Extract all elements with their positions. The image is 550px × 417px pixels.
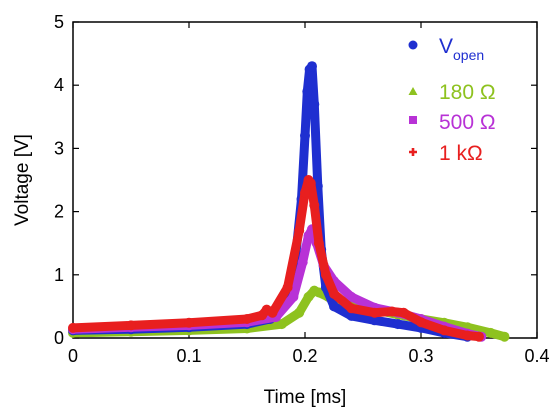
y-tick-label: 5 (54, 12, 64, 32)
series-circle (68, 61, 473, 342)
data-point (294, 225, 305, 236)
y-tick-label: 2 (54, 202, 64, 222)
data-point (307, 61, 317, 72)
data-point (387, 306, 397, 317)
legend-label: Vopen (439, 35, 484, 63)
data-point (346, 310, 357, 321)
series-trace (68, 61, 472, 342)
series-plus (68, 175, 484, 342)
data-point (346, 291, 357, 302)
axis-ticks (72, 21, 538, 339)
legend-marker (409, 116, 417, 124)
y-tick-label: 4 (54, 75, 64, 95)
data-point (369, 315, 380, 326)
data-point (474, 331, 484, 342)
data-point (320, 269, 331, 280)
data-point (416, 317, 426, 328)
data-point (346, 303, 357, 314)
y-tick-label: 3 (54, 138, 64, 158)
data-point (329, 288, 339, 299)
data-point (294, 307, 305, 318)
data-point (302, 86, 313, 97)
data-point (184, 317, 194, 328)
data-point (313, 238, 324, 249)
data-point (282, 282, 293, 293)
x-axis-title: Time [ms] (264, 387, 347, 408)
x-tick-label: 0.1 (176, 346, 201, 366)
data-point (369, 307, 380, 318)
data-point (288, 291, 299, 302)
data-point (462, 330, 473, 341)
series-layer (68, 61, 510, 342)
data-point (267, 307, 278, 318)
data-point (439, 325, 450, 336)
legend-label: 1 kΩ (439, 142, 483, 165)
data-point (309, 99, 320, 110)
data-point (398, 307, 409, 318)
data-point (300, 130, 310, 141)
x-tick-label: 0.4 (524, 346, 549, 366)
data-point (499, 331, 510, 342)
data-point (329, 301, 339, 312)
data-point (309, 200, 320, 211)
legend-marker (409, 148, 417, 156)
y-axis-title: Voltage [V] (12, 134, 33, 226)
x-tick-label: 0.2 (292, 346, 317, 366)
data-point (68, 322, 78, 333)
data-point (242, 314, 252, 324)
y-tick-label: 1 (54, 265, 64, 285)
data-point (276, 319, 287, 330)
data-point (297, 257, 308, 268)
data-point (392, 319, 403, 330)
x-tick-label: 0.3 (408, 346, 433, 366)
data-point (313, 287, 324, 298)
x-tick-label: 0 (68, 346, 78, 366)
data-point (485, 327, 496, 338)
legend-label: 180 Ω (439, 81, 496, 104)
data-point (305, 178, 316, 189)
legend: Vopen 180 Ω 500 Ω 1 kΩ (408, 35, 496, 165)
y-tick-label: 0 (54, 328, 64, 348)
data-point (300, 187, 310, 198)
data-point (303, 291, 314, 302)
axis-tick-labels: 0 0.1 0.2 0.3 0.4 0 1 2 3 4 5 (54, 12, 550, 366)
legend-marker (408, 87, 418, 95)
legend-label: 500 Ω (439, 111, 496, 134)
data-point (126, 320, 136, 331)
legend-marker (408, 40, 418, 50)
